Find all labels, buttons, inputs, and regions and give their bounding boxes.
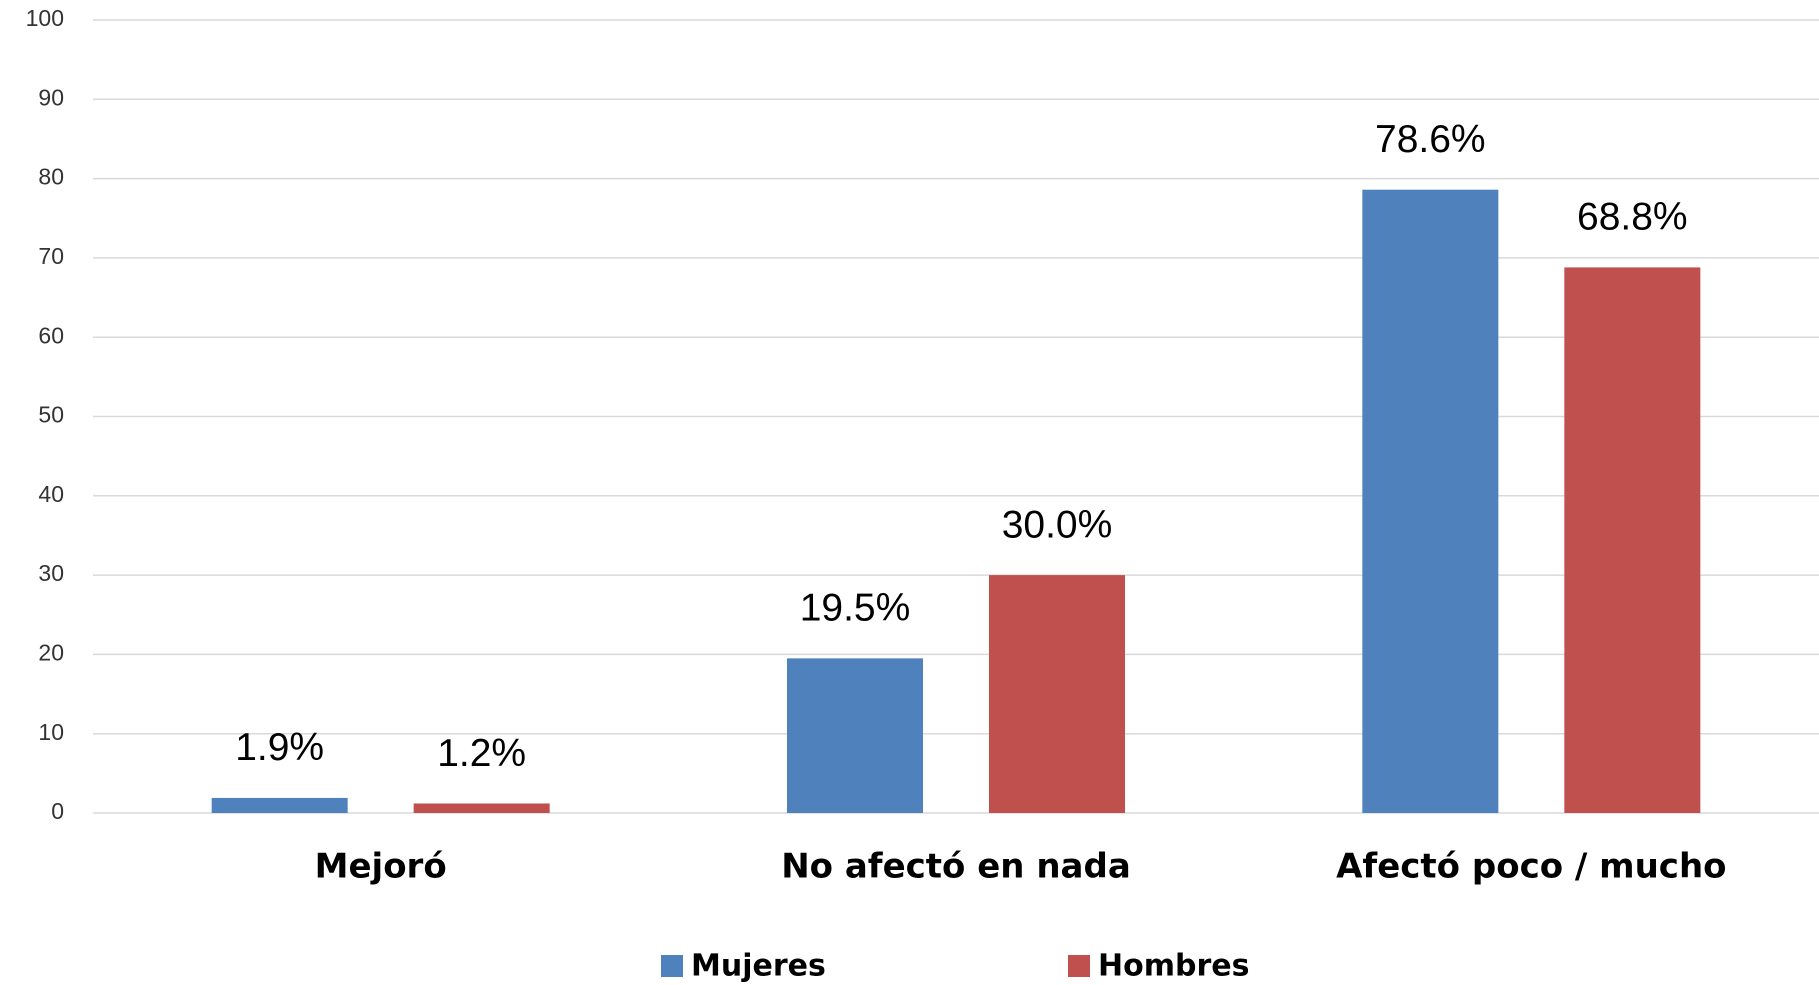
x-tick-label: Afectó poco / mucho xyxy=(1336,847,1726,887)
legend-label: Hombres xyxy=(1098,949,1249,984)
x-tick-label: No afectó en nada xyxy=(781,847,1131,887)
x-tick-label: Mejoró xyxy=(315,847,447,887)
bar xyxy=(1564,267,1701,813)
bar xyxy=(787,658,923,813)
y-tick-label: 60 xyxy=(38,322,64,348)
bar xyxy=(211,797,348,813)
legend-label: Mujeres xyxy=(691,949,826,984)
bar xyxy=(413,803,550,813)
y-tick-label: 0 xyxy=(51,798,64,824)
y-tick-label: 20 xyxy=(38,639,64,665)
data-label: 30.0% xyxy=(1002,503,1113,546)
data-label: 68.8% xyxy=(1577,196,1688,239)
y-tick-label: 100 xyxy=(26,5,64,31)
data-label: 1.2% xyxy=(437,732,526,775)
data-label: 19.5% xyxy=(800,587,911,630)
bar xyxy=(1362,189,1499,813)
y-tick-label: 10 xyxy=(38,719,64,745)
y-tick-label: 70 xyxy=(38,243,64,269)
y-tick-label: 90 xyxy=(38,84,64,110)
y-tick-label: 50 xyxy=(38,402,64,428)
y-tick-label: 40 xyxy=(38,481,64,507)
data-label: 1.9% xyxy=(235,726,324,769)
y-tick-label: 80 xyxy=(38,164,64,190)
y-tick-label: 30 xyxy=(38,560,64,586)
legend-swatch xyxy=(661,955,683,977)
legend-swatch xyxy=(1068,955,1090,977)
bar xyxy=(989,575,1125,813)
data-label: 78.6% xyxy=(1375,118,1486,161)
